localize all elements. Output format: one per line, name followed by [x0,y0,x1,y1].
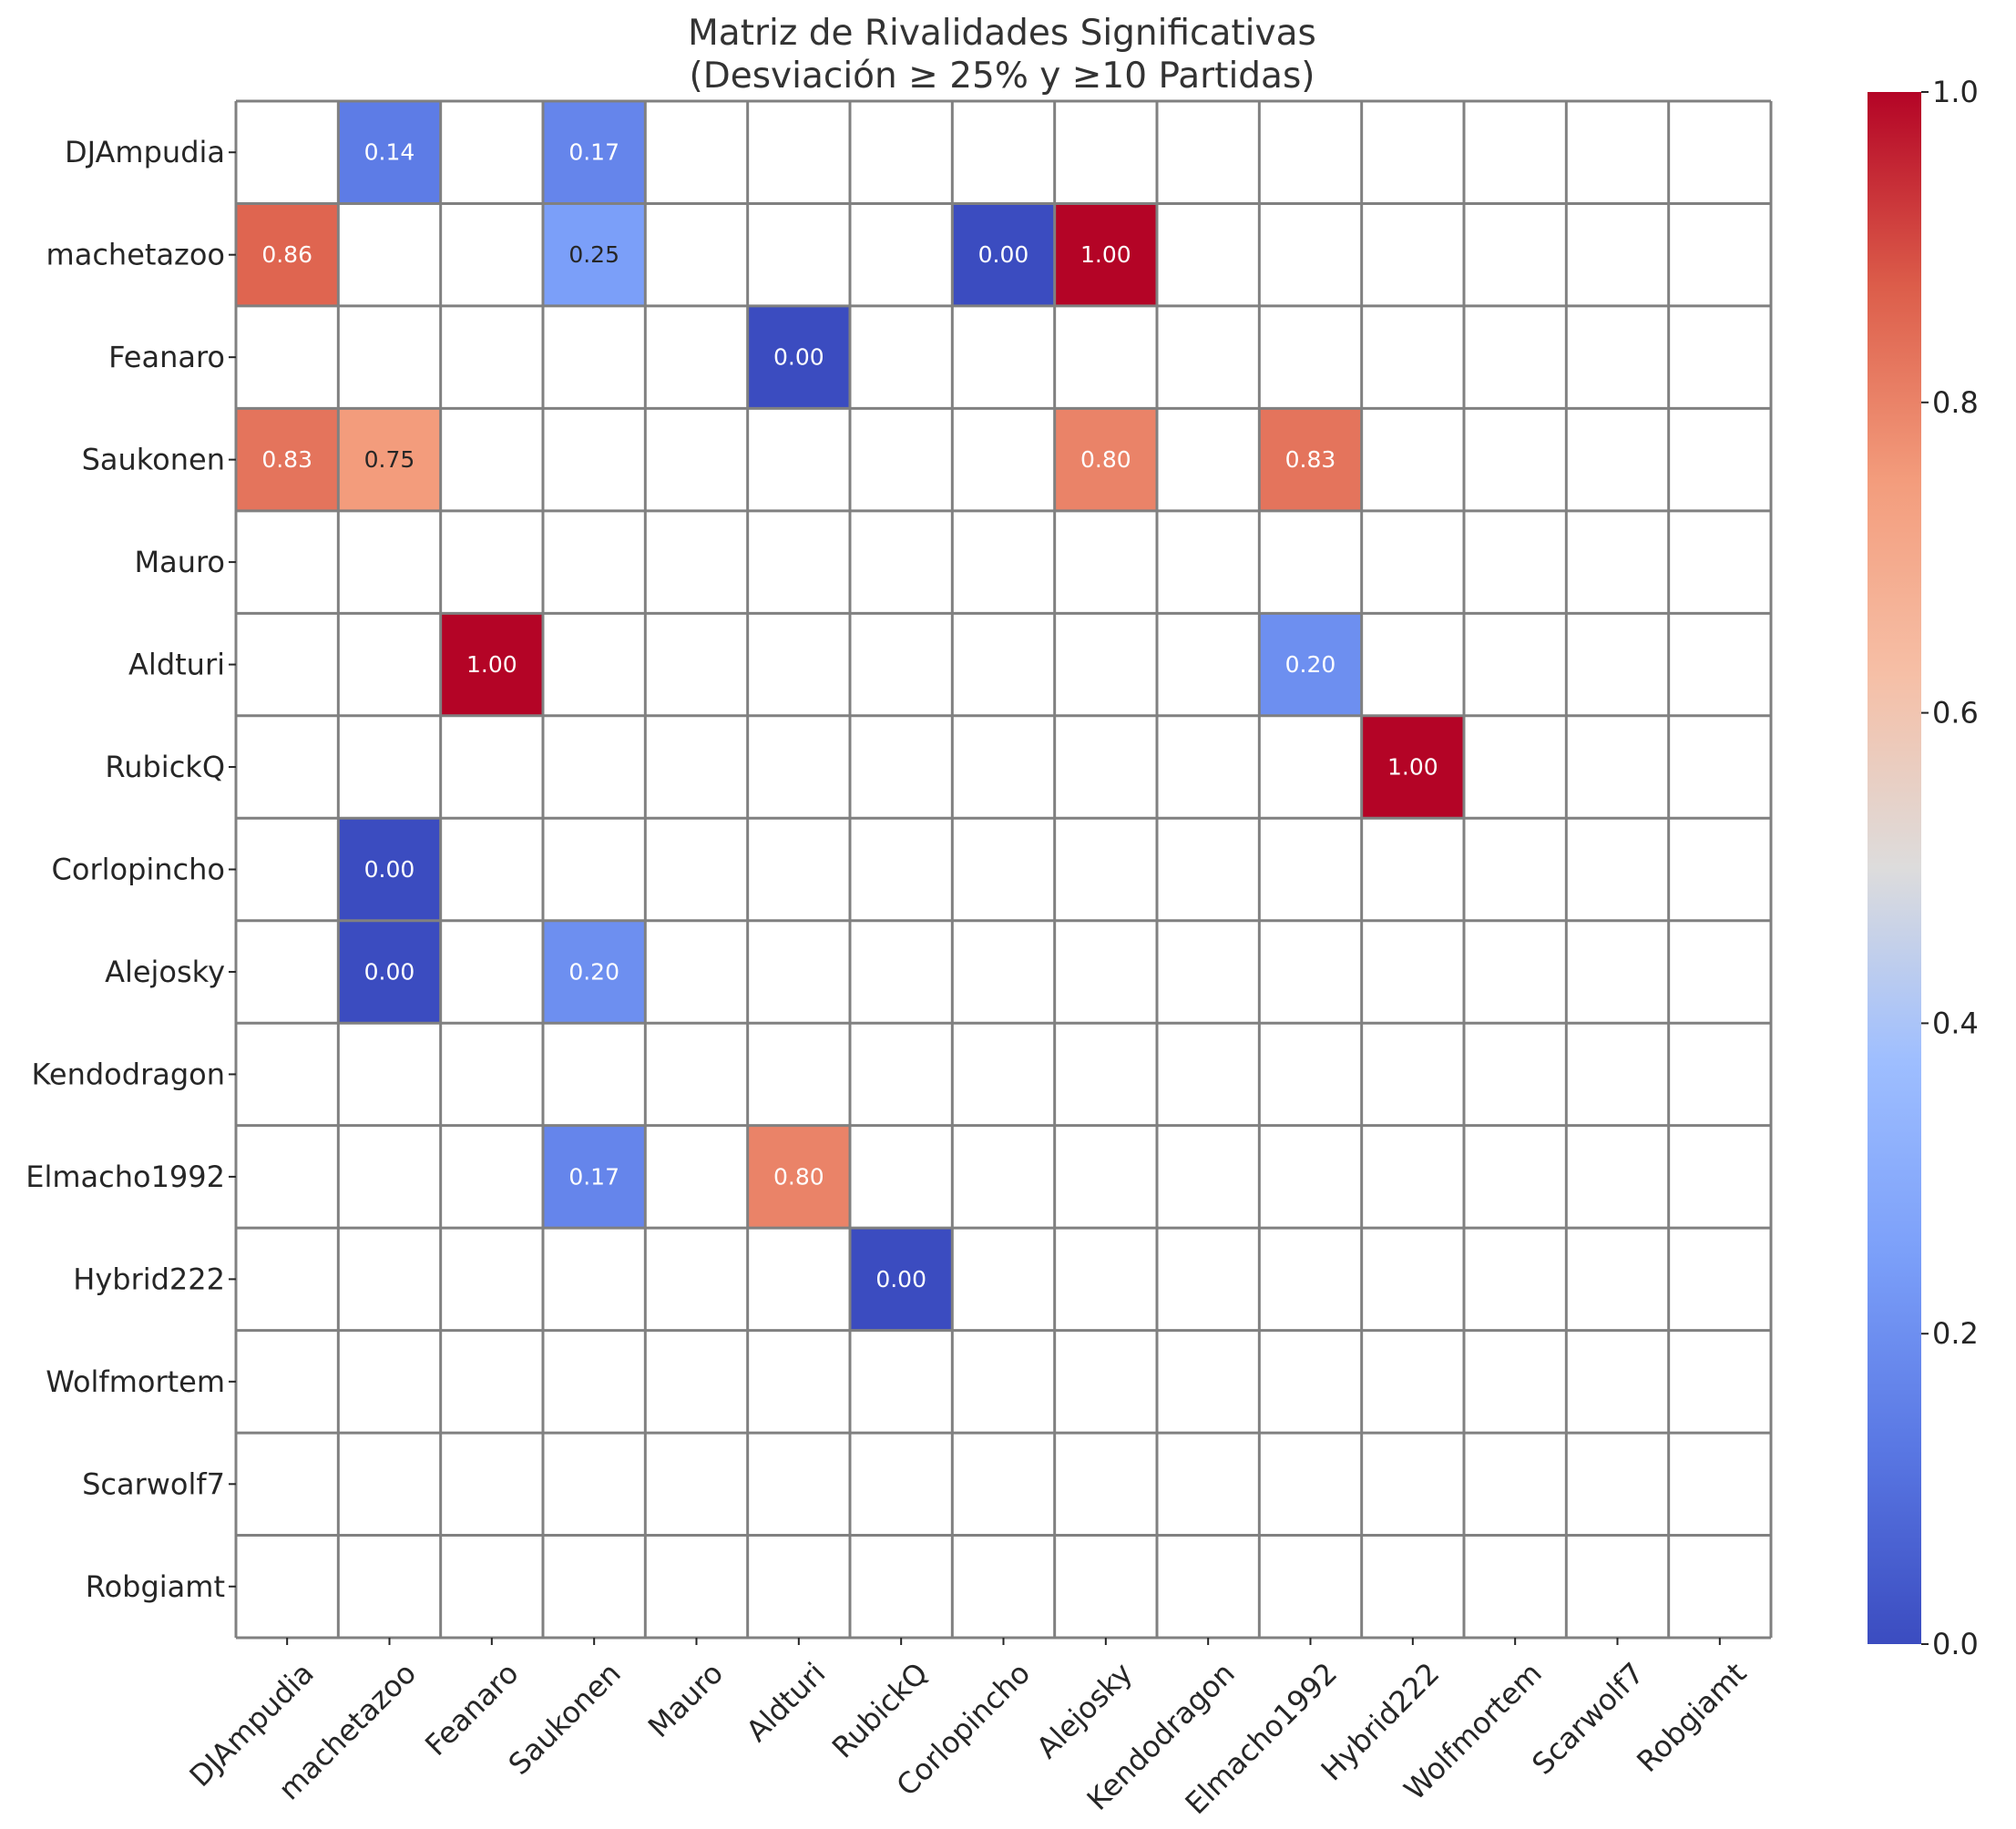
heatmap-cell [338,408,441,511]
cell-value-label: 0.75 [364,446,415,473]
cell-value-label: 0.25 [568,241,619,268]
heatmap-cell [1259,408,1362,511]
heatmap-cell [440,613,543,716]
colorbar-tick-label: 0.2 [1932,1316,1979,1351]
colorbar-gradient [1868,92,1921,1644]
cell-value-label: 0.86 [261,241,312,268]
cell-value-label: 1.00 [1080,241,1131,268]
heatmap-cell [236,408,339,511]
x-tick-label: Aldturi [740,1656,833,1749]
heatmap-cell [543,203,646,306]
heatmap-cell [1054,408,1157,511]
y-tick-label: Kendodragon [32,1057,226,1091]
heatmap-cell [747,1125,850,1229]
y-tick-label: Wolfmortem [46,1364,225,1399]
cell-value-label: 0.20 [568,958,619,985]
y-tick-label: Feanaro [108,340,225,374]
heatmap-cell-labels: 0.14 0.17 0.86 0.25 0.00 1.00 0.00 0.83 0.75 0.80… [261,139,1438,1293]
cell-value-label: 0.14 [364,139,415,166]
colorbar-tick-label: 0.6 [1932,696,1979,731]
cell-value-label: 0.00 [364,958,415,985]
chart-title-line-2: (Desviación ≥ 25% y ≥10 Partidas) [690,56,1315,97]
heatmap-cell [1361,715,1464,819]
y-tick-label: Hybrid222 [73,1262,225,1296]
heatmap-cell [1259,613,1362,716]
cell-value-label: 1.00 [466,651,517,678]
cell-value-label: 0.20 [1285,651,1336,678]
y-tick-label: Scarwolf7 [82,1466,225,1501]
y-tick-label: Aldturi [128,648,225,682]
cell-value-label: 0.17 [568,139,619,166]
heatmap-cell [338,920,441,1024]
chart-title: Matriz de Rivalidades Significativas (De… [688,13,1316,97]
x-tick-label: Robgiamt [1630,1656,1753,1779]
heatmap-cell [1054,203,1157,306]
heatmap-plot-area: 0.14 0.17 0.86 0.25 0.00 1.00 0.00 0.83 0.75 0.80… [26,99,1773,1821]
heatmap-cell [952,203,1055,306]
cell-value-label: 0.17 [568,1163,619,1190]
chart-title-line-1: Matriz de Rivalidades Significativas [688,13,1316,54]
cell-value-label: 1.00 [1387,754,1438,781]
x-tick-label: Saukonen [502,1656,628,1782]
y-tick-label: Saukonen [82,443,225,477]
y-tick-label: DJAmpudia [65,135,225,169]
cell-value-label: 0.80 [1080,446,1131,473]
y-tick-label: Alejosky [105,955,225,989]
y-tick-label: Mauro [134,545,225,579]
heatmap-cell [543,101,646,204]
x-tick-label: RubickQ [825,1656,935,1765]
heatmap-cell [236,203,339,306]
cell-value-label: 0.00 [875,1266,926,1293]
y-tick-label: machetazoo [46,238,225,272]
y-axis-ticks: DJAmpudia machetazoo Feanaro Saukonen Mauro A… [26,135,236,1604]
cell-value-label: 0.00 [364,856,415,883]
cell-value-label: 0.80 [773,1163,824,1190]
x-tick-label: Mauro [641,1656,730,1744]
y-tick-label: Corlopincho [52,853,225,887]
x-tick-label: Feanaro [418,1656,525,1763]
colorbar-ticks: 0.0 0.2 0.4 0.6 0.8 1.0 [1921,75,1979,1661]
colorbar-tick-label: 0.0 [1932,1627,1979,1661]
colorbar-tick-label: 0.8 [1932,385,1979,420]
heatmap-cell [543,1125,646,1229]
heatmap-cell [338,101,441,204]
colorbar: 0.0 0.2 0.4 0.6 0.8 1.0 [1868,75,1979,1661]
y-tick-label: Elmacho1992 [26,1160,225,1194]
cell-value-label: 0.83 [1285,446,1336,473]
cell-value-label: 0.00 [773,344,824,371]
colorbar-tick-label: 0.4 [1932,1006,1979,1040]
cell-value-label: 0.83 [261,446,312,473]
heatmap-cell [850,1228,953,1331]
x-tick-label: Scarwolf7 [1525,1656,1651,1782]
heatmap-cell [543,920,646,1024]
y-tick-label: RubickQ [105,750,225,784]
heatmap-cell [747,305,850,409]
heatmap-grid [234,99,1773,1640]
heatmap-cells [236,101,1464,1331]
heatmap-cell [338,818,441,921]
cell-value-label: 0.00 [978,241,1029,268]
colorbar-tick-label: 1.0 [1932,75,1979,109]
y-tick-label: Robgiamt [86,1569,225,1604]
